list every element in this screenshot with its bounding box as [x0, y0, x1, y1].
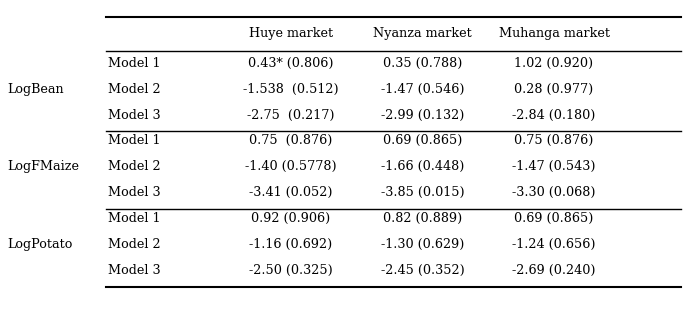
Text: 1.02 (0.920): 1.02 (0.920)	[514, 57, 594, 70]
Text: Model 2: Model 2	[108, 82, 161, 96]
Text: 0.69 (0.865): 0.69 (0.865)	[514, 212, 594, 225]
Text: 0.35 (0.788): 0.35 (0.788)	[383, 57, 462, 70]
Text: Muhanga market: Muhanga market	[499, 27, 609, 40]
Text: 0.43* (0.806): 0.43* (0.806)	[248, 57, 333, 70]
Text: Model 3: Model 3	[108, 186, 161, 199]
Text: 0.75 (0.876): 0.75 (0.876)	[514, 134, 594, 148]
Text: -1.40 (0.5778): -1.40 (0.5778)	[245, 160, 337, 173]
Text: LogBean: LogBean	[7, 82, 64, 96]
Text: LogPotato: LogPotato	[7, 238, 73, 251]
Text: Huye market: Huye market	[249, 27, 332, 40]
Text: -2.99 (0.132): -2.99 (0.132)	[381, 108, 464, 122]
Text: Model 1: Model 1	[108, 134, 161, 148]
Text: Nyanza market: Nyanza market	[373, 27, 472, 40]
Text: 0.28 (0.977): 0.28 (0.977)	[514, 82, 594, 96]
Text: -2.84 (0.180): -2.84 (0.180)	[512, 108, 596, 122]
Text: -2.69 (0.240): -2.69 (0.240)	[512, 264, 596, 277]
Text: -1.16 (0.692): -1.16 (0.692)	[249, 238, 332, 251]
Text: 0.92 (0.906): 0.92 (0.906)	[251, 212, 330, 225]
Text: -3.85 (0.015): -3.85 (0.015)	[381, 186, 464, 199]
Text: Model 3: Model 3	[108, 264, 161, 277]
Text: Model 3: Model 3	[108, 108, 161, 122]
Text: Model 2: Model 2	[108, 238, 161, 251]
Text: Model 1: Model 1	[108, 57, 161, 70]
Text: -2.50 (0.325): -2.50 (0.325)	[249, 264, 332, 277]
Text: 0.75  (0.876): 0.75 (0.876)	[249, 134, 332, 148]
Text: -1.47 (0.543): -1.47 (0.543)	[512, 160, 596, 173]
Text: 0.69 (0.865): 0.69 (0.865)	[383, 134, 462, 148]
Text: -1.24 (0.656): -1.24 (0.656)	[512, 238, 596, 251]
Text: -1.30 (0.629): -1.30 (0.629)	[381, 238, 464, 251]
Text: -1.66 (0.448): -1.66 (0.448)	[381, 160, 464, 173]
Text: LogFMaize: LogFMaize	[7, 160, 79, 173]
Text: -2.75  (0.217): -2.75 (0.217)	[247, 108, 334, 122]
Text: Model 1: Model 1	[108, 212, 161, 225]
Text: -3.30 (0.068): -3.30 (0.068)	[512, 186, 596, 199]
Text: -2.45 (0.352): -2.45 (0.352)	[381, 264, 464, 277]
Text: Model 2: Model 2	[108, 160, 161, 173]
Text: -3.41 (0.052): -3.41 (0.052)	[249, 186, 332, 199]
Text: 0.82 (0.889): 0.82 (0.889)	[383, 212, 462, 225]
Text: -1.538  (0.512): -1.538 (0.512)	[243, 82, 339, 96]
Text: -1.47 (0.546): -1.47 (0.546)	[381, 82, 464, 96]
